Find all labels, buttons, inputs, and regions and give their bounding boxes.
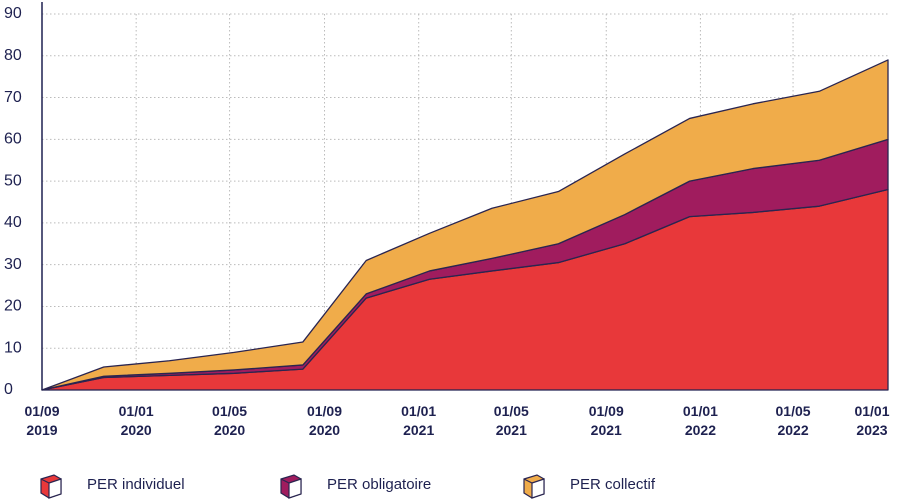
x-tick-label: 01/09 2019 xyxy=(24,403,60,438)
cube-side xyxy=(531,478,545,499)
cube-edge xyxy=(523,478,533,484)
x-tick-label: 01/09 2020 xyxy=(306,403,343,438)
y-tick-label: 10 xyxy=(4,339,22,356)
y-tick-label: 40 xyxy=(4,214,22,231)
area xyxy=(41,59,889,391)
y-tick-label: 0 xyxy=(4,381,13,398)
y-tick-label: 70 xyxy=(4,89,22,106)
legend-label: PER individuel xyxy=(87,476,185,493)
cube-edge xyxy=(280,478,290,484)
cube-side xyxy=(288,478,302,499)
x-tick-label: 01/01 2023 xyxy=(854,403,890,438)
y-tick-label: 60 xyxy=(4,131,22,148)
x-tick-label: 01/05 2021 xyxy=(493,403,529,438)
x-tick-label: 01/05 2022 xyxy=(775,403,811,438)
legend-label: PER collectif xyxy=(570,476,656,493)
x-tick-label: 01/05 2020 xyxy=(212,403,248,438)
y-tick-label: 80 xyxy=(4,47,22,64)
y-tick-label: 20 xyxy=(4,298,22,315)
x-tick-label: 01/01 2020 xyxy=(118,403,154,438)
cube-edge xyxy=(40,478,50,484)
cube-side xyxy=(48,478,62,499)
y-tick-label: 30 xyxy=(4,256,22,273)
legend-icon xyxy=(280,474,302,499)
legend-icon xyxy=(523,474,545,499)
legend-label: PER obligatoire xyxy=(327,476,432,493)
x-tick-label: 01/01 2021 xyxy=(401,403,437,438)
legend-icon xyxy=(40,474,62,499)
x-tick-label: 01/09 2021 xyxy=(588,403,624,438)
y-tick-label: 50 xyxy=(4,172,22,189)
y-tick-label: 90 xyxy=(4,5,22,22)
x-tick-label: 01/01 2022 xyxy=(682,403,718,438)
